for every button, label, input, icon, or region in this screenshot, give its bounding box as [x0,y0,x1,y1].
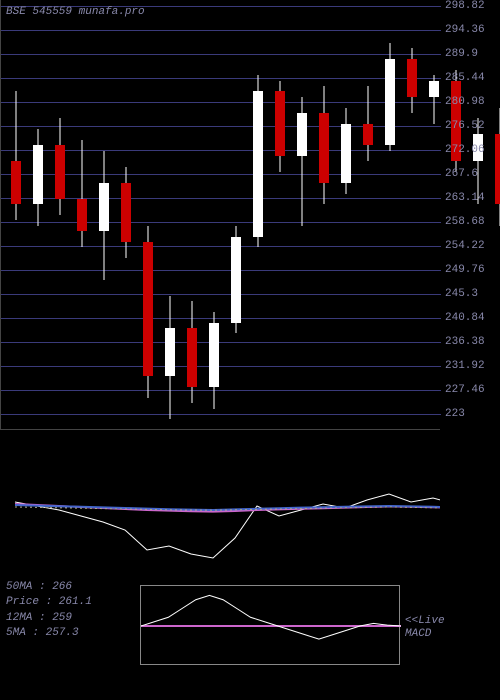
ma-line: Price : 261.1 [6,595,92,610]
y-axis-label: 280.98 [445,96,485,108]
candle [209,0,219,430]
y-axis-label: 263.14 [445,192,485,204]
candle [407,0,417,430]
ma-line: 50MA : 266 [6,580,92,595]
y-axis-label: 298.82 [445,0,485,12]
gridline [1,198,441,199]
gridline [1,174,441,175]
candle [231,0,241,430]
candle [363,0,373,430]
gridline [1,342,441,343]
y-axis-label: 249.76 [445,264,485,276]
gridline [1,222,441,223]
gridline [1,30,441,31]
y-axis-label: 285.44 [445,72,485,84]
gridline [1,390,441,391]
indicator-svg [0,450,440,570]
y-axis-label: 258.68 [445,216,485,228]
gridline [1,318,441,319]
macd-svg [141,586,401,666]
ma-line: 5MA : 257.3 [6,626,92,641]
indicator-area [0,450,440,570]
macd-label: <<LiveMACD [405,615,445,641]
y-axis-label: 276.52 [445,120,485,132]
y-axis-label: 267.6 [445,168,478,180]
candle [33,0,43,430]
candle [77,0,87,430]
candle [319,0,329,430]
gridline [1,246,441,247]
candle [253,0,263,430]
candle [121,0,131,430]
macd-label-line: <<Live [405,615,445,628]
candle [11,0,21,430]
candlestick-area [0,0,440,430]
y-axis-label: 240.84 [445,312,485,324]
y-axis-label: 223 [445,408,465,420]
y-axis-label: 289.9 [445,48,478,60]
candle [99,0,109,430]
candle [341,0,351,430]
moving-average-readout: 50MA : 266Price : 261.112MA : 2595MA : 2… [6,580,92,642]
ma-line: 12MA : 259 [6,611,92,626]
gridline [1,78,441,79]
gridline [1,270,441,271]
candle [429,0,439,430]
candle [297,0,307,430]
candle [385,0,395,430]
y-axis-label: 236.38 [445,336,485,348]
y-axis-label: 254.22 [445,240,485,252]
macd-inset [140,585,400,665]
gridline [1,126,441,127]
candle [275,0,285,430]
y-axis-label: 245.3 [445,288,478,300]
macd-label-line: MACD [405,628,445,641]
y-axis-label: 272.06 [445,144,485,156]
gridline [1,150,441,151]
candle [143,0,153,430]
gridline [1,414,441,415]
candle [55,0,65,430]
y-axis-label: 294.36 [445,24,485,36]
candle [165,0,175,430]
stock-chart: BSE 545559 munafa.pro 50MA : 266Price : … [0,0,500,700]
gridline [1,294,441,295]
gridline [1,366,441,367]
y-axis-label: 227.46 [445,384,485,396]
gridline [1,102,441,103]
gridline [1,54,441,55]
chart-title: BSE 545559 munafa.pro [6,6,145,18]
y-axis-label: 231.92 [445,360,485,372]
candle [495,0,500,430]
candle [187,0,197,430]
